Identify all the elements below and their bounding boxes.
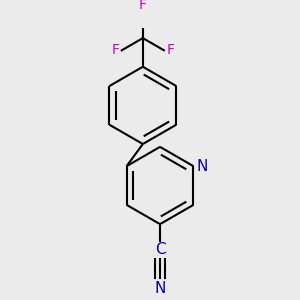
Text: F: F	[166, 43, 174, 57]
Text: F: F	[139, 0, 147, 11]
Text: C: C	[155, 242, 165, 257]
Text: F: F	[112, 43, 119, 57]
Text: N: N	[197, 159, 208, 174]
Text: N: N	[154, 280, 166, 296]
